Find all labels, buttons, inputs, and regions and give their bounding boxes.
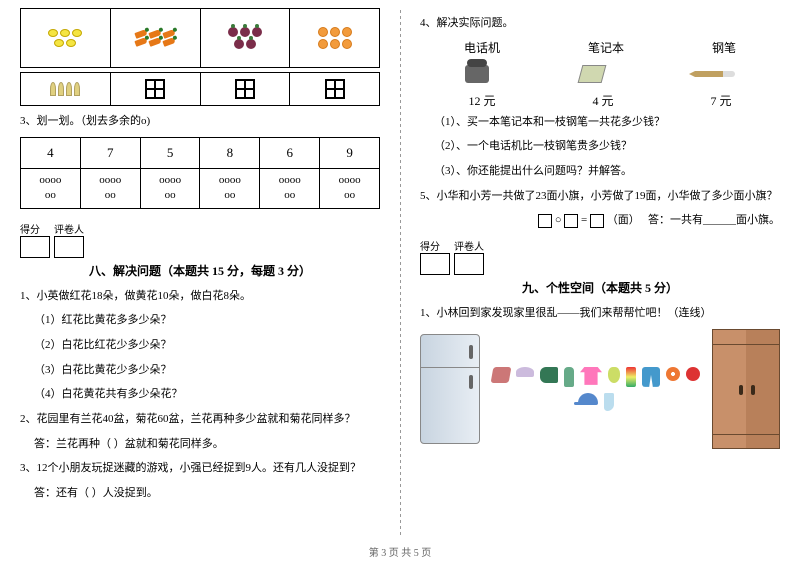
q5-answer: 答：一共有______面小旗。 (648, 214, 780, 226)
ball-icon[interactable] (666, 367, 680, 381)
sock-icon[interactable] (604, 393, 614, 411)
q5-equation[interactable]: ○ = （面） 答：一共有______面小旗。 (420, 211, 780, 230)
score-row-8: 得分 评卷人 (20, 221, 380, 258)
apple-icon[interactable] (686, 367, 700, 381)
q8-3: 3、12个小朋友玩捉迷藏的游戏，小强已经捉到9人。还有几人没捉到？ (20, 459, 380, 478)
table-header: 9 (320, 137, 380, 168)
items-names-row: 电话机 笔记本 钢笔 (420, 39, 780, 56)
notebook-icon (580, 62, 604, 86)
score-row-9: 得分 评卷人 (420, 238, 780, 275)
answer-box-2[interactable] (201, 73, 291, 105)
carrots-cell (111, 9, 201, 67)
q8-1: 1、小英做红花18朵，做黄花10朵，做白花8朵。 (20, 287, 380, 306)
table-header: 8 (200, 137, 260, 168)
counting-image-grid (20, 8, 380, 68)
table-header: 7 (80, 137, 140, 168)
answer-grid-row (20, 72, 380, 106)
pen-icon (695, 62, 735, 86)
q5: 5、小华和小芳一共做了23面小旗，小芳做了19面，小华做了多少面小旗？ (420, 187, 780, 206)
q8-1c: （3）白花比黄花少多少朵？ (34, 361, 380, 380)
items-prices-row: 12 元 4 元 7 元 (420, 92, 780, 109)
q3-label: 3、划一划。（划去多余的o) (20, 112, 380, 131)
grader-label: 评卷人 (454, 238, 484, 253)
q8-2: 2、花园里有兰花40盆，菊花60盆，兰花再种多少盆就和菊花同样多？ (20, 410, 380, 429)
grader-label: 评卷人 (54, 221, 84, 236)
q8-2-answer: 答：兰花再种（ ）盆就和菊花同样多。 (34, 435, 380, 454)
pen-price: 7 元 (710, 92, 731, 109)
table-cell[interactable]: oooo oo (260, 168, 320, 208)
q8-1b: （2）白花比红花少多少朵？ (34, 336, 380, 355)
pants-icon[interactable] (642, 367, 660, 387)
table-cell[interactable]: oooo oo (80, 168, 140, 208)
notebook-price: 4 元 (592, 92, 613, 109)
phone-name: 电话机 (464, 39, 500, 56)
score-box[interactable] (420, 253, 450, 275)
q4-label: 4、解决实际问题。 (420, 14, 780, 33)
q4-1: （1）、买一本笔记本和一枝钢笔一共花多少钱？ (434, 113, 780, 132)
leaf-cell (21, 73, 111, 105)
cross-out-table: 4 7 5 8 6 9 oooo oo oooo oo oooo oo oooo… (20, 137, 380, 209)
lemons-cell (21, 9, 111, 67)
items-images-row (420, 60, 780, 88)
table-cell[interactable]: oooo oo (21, 168, 81, 208)
answer-box-3[interactable] (290, 73, 379, 105)
book-icon[interactable] (491, 367, 512, 383)
oranges-cell (290, 9, 379, 67)
q8-3-answer: 答：还有（ ）人没捉到。 (34, 484, 380, 503)
q5-unit: （面） (607, 214, 640, 226)
score-label: 得分 (420, 238, 450, 253)
grader-box[interactable] (54, 236, 84, 258)
phone-price: 12 元 (468, 92, 495, 109)
fridge-icon[interactable] (420, 334, 480, 444)
q4-3: （3）、你还能提出什么问题吗？并解答。 (434, 162, 780, 181)
cap-icon[interactable] (578, 393, 598, 405)
room-scene (420, 329, 780, 449)
messy-items (480, 363, 712, 415)
shoe-icon[interactable] (540, 367, 558, 383)
left-column: 3、划一划。（划去多余的o) 4 7 5 8 6 9 oooo oo oooo … (0, 0, 400, 565)
answer-box-1[interactable] (111, 73, 201, 105)
right-column: 4、解决实际问题。 电话机 笔记本 钢笔 12 元 4 元 7 元 （1）、买一… (400, 0, 800, 565)
page-footer: 第 3 页 共 5 页 (0, 544, 800, 559)
hat-icon[interactable] (516, 367, 534, 377)
q4-2: （2）、一个电话机比一枝钢笔贵多少钱？ (434, 137, 780, 156)
wardrobe-icon[interactable] (712, 329, 780, 449)
score-label: 得分 (20, 221, 50, 236)
table-header: 6 (260, 137, 320, 168)
section-9-title: 九、个性空间（本题共 5 分） (420, 279, 780, 296)
score-box[interactable] (20, 236, 50, 258)
q8-1d: （4）白花黄花共有多少朵花？ (34, 385, 380, 404)
q8-1a: （1）红花比黄花多多少朵？ (34, 311, 380, 330)
phone-icon (465, 62, 489, 86)
grader-box[interactable] (454, 253, 484, 275)
q9-1: 1、小林回到家发现家里很乱——我们来帮帮忙吧！（连线） (420, 304, 780, 323)
shirt-icon[interactable] (580, 367, 602, 385)
section-8-title: 八、解决问题（本题共 15 分，每题 3 分） (20, 262, 380, 279)
table-cell[interactable]: oooo oo (320, 168, 380, 208)
table-cell[interactable]: oooo oo (140, 168, 200, 208)
bottle-icon[interactable] (564, 367, 574, 387)
table-cell[interactable]: oooo oo (200, 168, 260, 208)
beets-cell (201, 9, 291, 67)
pen-name: 钢笔 (712, 39, 736, 56)
pear-icon[interactable] (608, 367, 620, 383)
toothpaste-icon[interactable] (626, 367, 636, 387)
notebook-name: 笔记本 (588, 39, 624, 56)
table-header: 5 (140, 137, 200, 168)
table-header: 4 (21, 137, 81, 168)
